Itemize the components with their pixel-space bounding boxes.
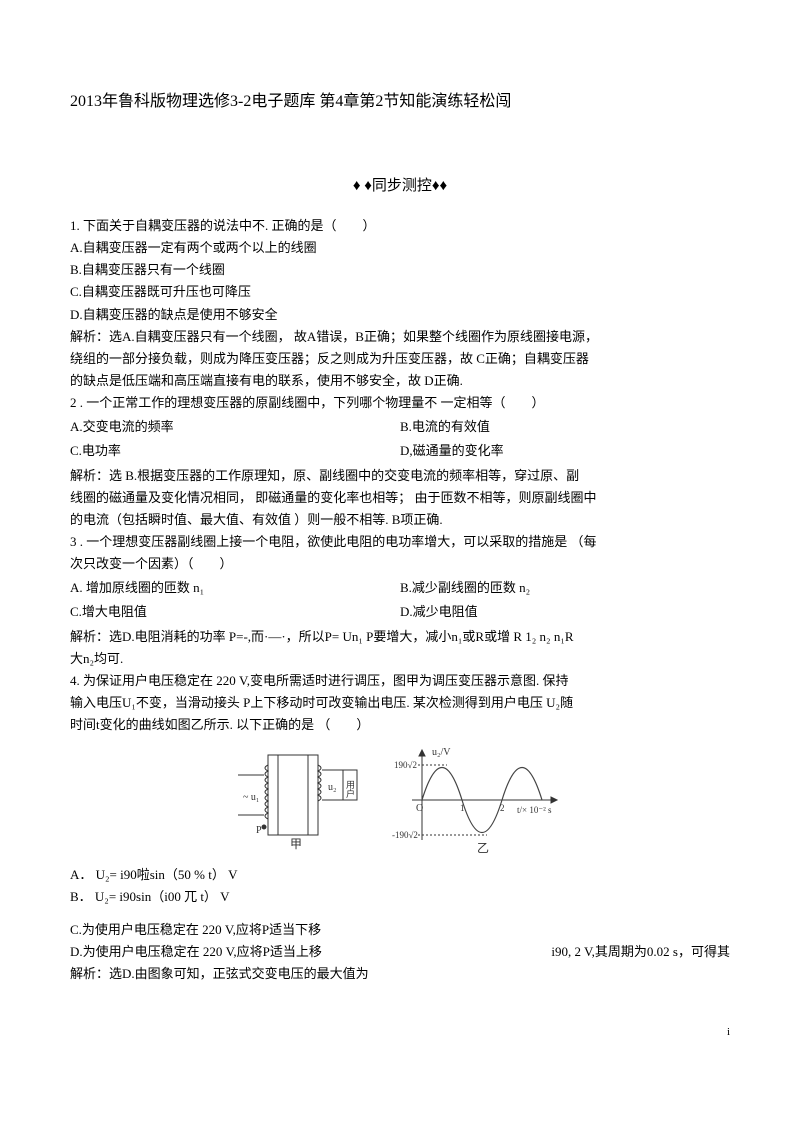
q2-b: B.电流的有效值 bbox=[400, 417, 730, 437]
q4-ans: 解析：选D.由图象可知，正弦式交变电压的最大值为 bbox=[70, 964, 730, 984]
q4-l3: 时间t变化的曲线如图乙所示. 以下正确的是 （ ） bbox=[70, 715, 730, 735]
q3-c: C.增大电阻值 bbox=[70, 602, 400, 622]
q4-b: B． U₂= i90sin（i00 兀 t） V bbox=[70, 887, 730, 907]
q3-stem: 3 . 一个理想变压器副线圈上接一个电阻，欲使此电阻的电功率增大，可以采取的措施… bbox=[70, 532, 730, 552]
q4-l1: 4. 为保证用户电压稳定在 220 V,变电所需适时进行调压，图甲为调压变压器示… bbox=[70, 671, 730, 691]
q3-stem2: 次只改变一个因素）（ ） bbox=[70, 554, 730, 574]
q4-l2: 输入电压U₁不变，当滑动接头 P上下移动时可改变输出电压. 某次检测得到用户电压… bbox=[70, 693, 730, 713]
svg-text:~ u₁: ~ u₁ bbox=[243, 792, 259, 803]
q4-ans-right: i90, 2 V,其周期为0.02 s，可得其 bbox=[551, 942, 730, 962]
q1-ans3: 的缺点是低压端和高压端直接有电的联系，使用不够安全，故 D正确. bbox=[70, 371, 730, 391]
svg-text:t/× 10⁻² s: t/× 10⁻² s bbox=[517, 805, 552, 815]
q3-ans1: 解析：选D.电阻消耗的功率 P=-,而·—·，所以P= Un₁ P要增大，减小n… bbox=[70, 627, 730, 647]
section-head: ♦ ♦同步测控♦♦ bbox=[70, 175, 730, 198]
svg-text:u₂: u₂ bbox=[328, 782, 337, 793]
svg-text:O: O bbox=[416, 803, 423, 814]
q4-a: A． U₂= i90啦sin（50 % t） V bbox=[70, 865, 730, 885]
svg-text:u₂/V: u₂/V bbox=[432, 747, 451, 758]
q1-ans2: 绕组的一部分接负载，则成为降压变压器；反之则成为升压变压器，故 C正确；自耦变压… bbox=[70, 349, 730, 369]
q4-d: D.为使用户电压稳定在 220 V,应将P适当上移 bbox=[70, 942, 322, 962]
svg-text:户: 户 bbox=[346, 788, 355, 799]
svg-text:P: P bbox=[256, 825, 262, 836]
svg-text:乙: 乙 bbox=[477, 841, 489, 855]
q4-c: C.为使用户电压稳定在 220 V,应将P适当下移 bbox=[70, 920, 730, 940]
svg-text:1: 1 bbox=[460, 803, 465, 813]
q3-b: B.减少副线圈的匝数 n₂ bbox=[400, 578, 730, 598]
q2-d: D,磁通量的变化率 bbox=[400, 441, 730, 461]
svg-text:2: 2 bbox=[500, 803, 505, 813]
page-title: 2013年鲁科版物理选修3-2电子题库 第4章第2节知能演练轻松闯 bbox=[70, 90, 730, 115]
q1-c: C.自耦变压器既可升压也可降压 bbox=[70, 282, 730, 302]
q1-stem: 1. 下面关于自耦变压器的说法中不. 正确的是（ ） bbox=[70, 216, 730, 236]
q2-a: A.交变电流的频率 bbox=[70, 417, 400, 437]
q1-a: A.自耦变压器一定有两个或两个以上的线圈 bbox=[70, 238, 730, 258]
svg-text:-190√2: -190√2 bbox=[392, 830, 418, 840]
q2-c: C.电功率 bbox=[70, 441, 400, 461]
q3-a: A. 增加原线圈的匝数 n₁ bbox=[70, 578, 400, 598]
q1-b: B.自耦变压器只有一个线圈 bbox=[70, 260, 730, 280]
q2-ans3: 的电流（包括瞬时值、最大值、有效值 ）则一般不相等. B项正确. bbox=[70, 510, 730, 530]
page-number: i bbox=[70, 1024, 730, 1041]
figure-row: ~ u₁ u₂ 用 户 P 甲 bbox=[70, 745, 730, 855]
q1-d: D.自耦变压器的缺点是使用不够安全 bbox=[70, 305, 730, 325]
transformer-diagram: ~ u₁ u₂ 用 户 P 甲 bbox=[228, 745, 368, 855]
q2-ans1: 解析：选 B.根据变压器的工作原理知，原、副线圈中的交变电流的频率相等，穿过原、… bbox=[70, 466, 730, 486]
q1-ans1: 解析：选A.自耦变压器只有一个线圈， 故A错误，B正确；如果整个线圈作为原线圈接… bbox=[70, 327, 730, 347]
svg-text:甲: 甲 bbox=[290, 837, 302, 851]
q2-ans2: 线圈的磁通量及变化情况相同， 即磁通量的变化率也相等； 由于匝数不相等，则原副线… bbox=[70, 488, 730, 508]
sine-wave-chart: u₂/V 190√2 -190√2 O 1 2 t/× 10⁻² s 乙 bbox=[392, 745, 572, 855]
q2-stem: 2 . 一个正常工作的理想变压器的原副线圈中，下列哪个物理量不 一定相等（ ） bbox=[70, 393, 730, 413]
q3-ans2: 大n₂均可. bbox=[70, 649, 730, 669]
svg-text:190√2: 190√2 bbox=[394, 760, 417, 770]
q3-d: D.减少电阻值 bbox=[400, 602, 730, 622]
